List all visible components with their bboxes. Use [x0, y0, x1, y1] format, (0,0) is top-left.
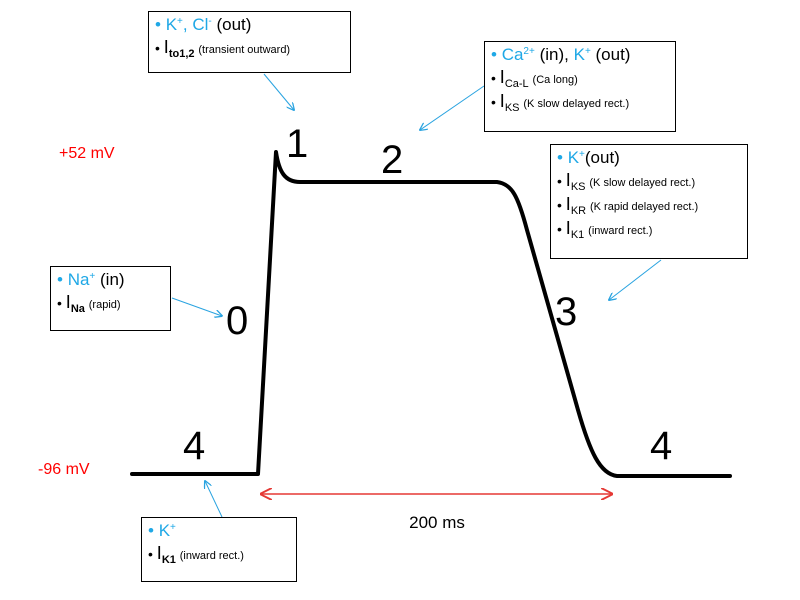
current-subscript: to1,2	[168, 47, 195, 60]
current-item: • IKR (K rapid delayed rect.)	[557, 193, 699, 217]
ion-name: K	[158, 521, 171, 540]
current-symbol: I	[499, 66, 505, 87]
phase-1-ion-box: • K+, Cl- (out) • Ito1,2 (transient outw…	[148, 11, 351, 73]
phase-3-ion-box: • K+(out) • IKS (K slow delayed rect.) •…	[550, 144, 748, 259]
current-symbol: I	[65, 291, 71, 312]
action-potential-trace	[130, 150, 732, 478]
phase-0-label: 0	[226, 299, 248, 343]
ion-name: Na	[67, 270, 90, 289]
ion-direction: (out)	[595, 45, 631, 64]
duration-label: 200 ms	[409, 513, 465, 532]
ion-name: Ca	[501, 45, 524, 64]
current-item: • IKS (K slow delayed rect.)	[491, 90, 630, 114]
rest-voltage-label: -96 mV	[38, 461, 90, 478]
phase-3-ions: • K+(out)	[557, 148, 620, 167]
current-item: • Ito1,2 (transient outward)	[155, 36, 291, 60]
pointer-arrow-phase0	[171, 297, 222, 316]
ion-charge: +	[584, 46, 591, 57]
current-subscript: K1	[161, 553, 176, 566]
ion-direction: (out)	[584, 148, 620, 167]
current-subscript: Ca-L	[504, 77, 529, 90]
current-item: • INa (rapid)	[57, 291, 121, 315]
phase-1-ions: • K+, Cl- (out)	[155, 15, 252, 34]
current-description: (Ca long)	[532, 73, 578, 86]
current-item: • IK1 (inward rect.)	[148, 542, 244, 566]
current-item: • IK1 (inward rect.)	[557, 217, 653, 241]
ion-direction: (in)	[100, 270, 125, 289]
current-item: • ICa-L (Ca long)	[491, 66, 578, 90]
current-symbol: I	[163, 36, 169, 57]
ion-charge: +	[89, 271, 96, 282]
ion-name: Cl	[192, 15, 209, 34]
current-item: • IKS (K slow delayed rect.)	[557, 169, 696, 193]
phase-3-label: 3	[555, 290, 577, 334]
current-subscript: K1	[570, 228, 585, 241]
ion-name: K	[567, 148, 580, 167]
ion-charge: +	[170, 522, 176, 533]
phase-2-ions: • Ca2+ (in), K+ (out)	[491, 45, 631, 64]
ion-charge: +	[579, 149, 585, 160]
phase-1-label: 1	[286, 122, 308, 166]
phase-4-ion-box: • K+ • IK1 (inward rect.)	[141, 517, 297, 582]
phase-2-label: 2	[381, 138, 403, 182]
pointer-arrow-phase1	[263, 73, 294, 110]
current-description: (K rapid delayed rect.)	[589, 200, 699, 213]
current-symbol: I	[156, 542, 162, 563]
current-subscript: Na	[70, 302, 85, 315]
ion-charge: -	[208, 16, 212, 27]
ion-charge: +	[177, 16, 183, 27]
phase-0-ion-box: • Na+ (in) • INa (rapid)	[50, 266, 171, 331]
ion-direction: (out)	[216, 15, 252, 34]
phase-0-ions: • Na+ (in)	[57, 270, 125, 289]
current-description: (rapid)	[88, 298, 121, 311]
peak-voltage-label: +52 mV	[59, 145, 115, 162]
current-symbol: I	[565, 217, 571, 238]
pointer-arrow-phase3	[609, 259, 662, 300]
current-subscript: KR	[570, 204, 587, 217]
current-symbol: I	[565, 193, 571, 214]
current-symbol: I	[565, 169, 571, 190]
phase-2-ion-box: • Ca2+ (in), K+ (out) • ICa-L (Ca long) …	[484, 41, 676, 132]
current-symbol: I	[499, 90, 505, 111]
current-subscript: KS	[504, 101, 520, 114]
ion-direction: (in)	[539, 45, 565, 64]
pointer-arrow-phase4	[205, 481, 223, 518]
current-description: (K slow delayed rect.)	[523, 97, 630, 110]
ion-name: K	[573, 45, 585, 64]
current-description: (inward rect.)	[588, 224, 653, 237]
phase-4-left-label: 4	[183, 424, 205, 468]
current-description: (K slow delayed rect.)	[589, 176, 696, 189]
current-description: (inward rect.)	[179, 549, 244, 562]
current-description: (transient outward)	[198, 43, 291, 56]
ion-name: K	[165, 15, 178, 34]
phase-4-ions: • K+	[148, 521, 176, 540]
pointer-arrow-phase2	[420, 85, 485, 130]
ion-charge: 2+	[523, 46, 535, 57]
current-subscript: KS	[570, 180, 586, 193]
phase-4-right-label: 4	[650, 424, 672, 468]
